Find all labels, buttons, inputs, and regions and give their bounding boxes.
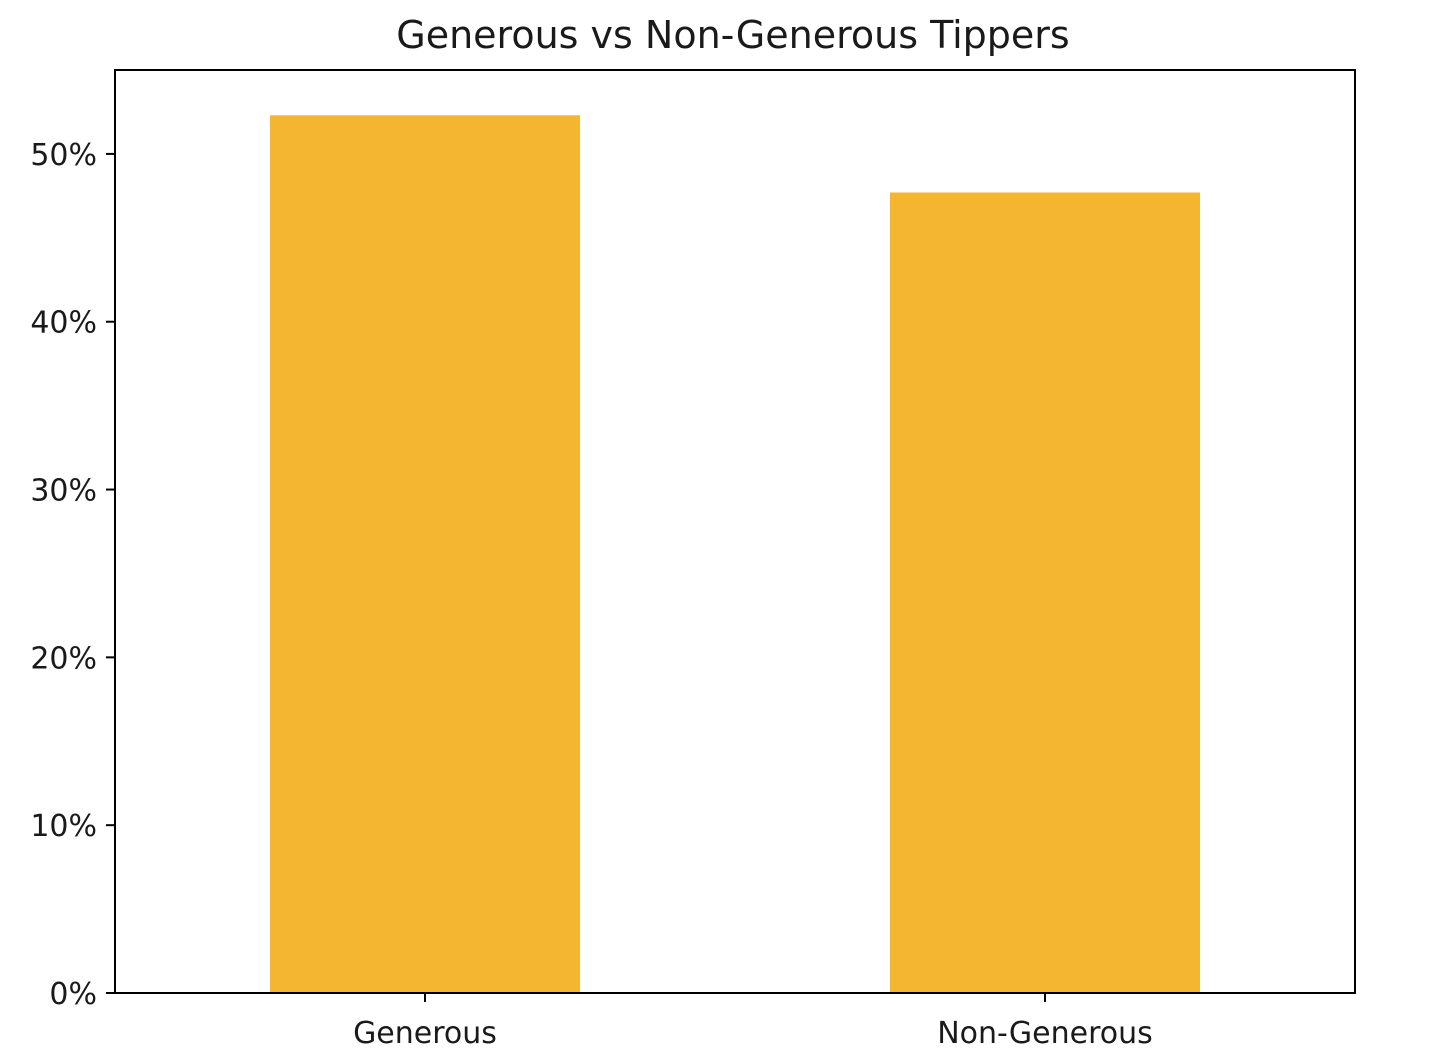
bar-generous bbox=[270, 115, 580, 993]
bars-layer bbox=[270, 115, 1200, 994]
x-tick-label: Generous bbox=[353, 1016, 497, 1051]
y-tick-label: 30% bbox=[30, 474, 97, 509]
y-tick-label: 20% bbox=[30, 641, 97, 676]
y-tick-label: 10% bbox=[30, 809, 97, 844]
x-tick-label: Non-Generous bbox=[937, 1016, 1153, 1051]
bar-non-generous bbox=[890, 192, 1200, 994]
plot-area-frame bbox=[114, 69, 1356, 994]
y-tick-label: 0% bbox=[49, 977, 97, 1012]
y-tick-label: 40% bbox=[30, 306, 97, 341]
y-tick-label: 50% bbox=[30, 138, 97, 173]
chart-title: Generous vs Non-Generous Tippers bbox=[396, 13, 1069, 57]
y-axis: 0% 10% 20% 30% 40% 50% bbox=[30, 138, 115, 1012]
x-axis: Generous Non-Generous bbox=[353, 993, 1153, 1051]
